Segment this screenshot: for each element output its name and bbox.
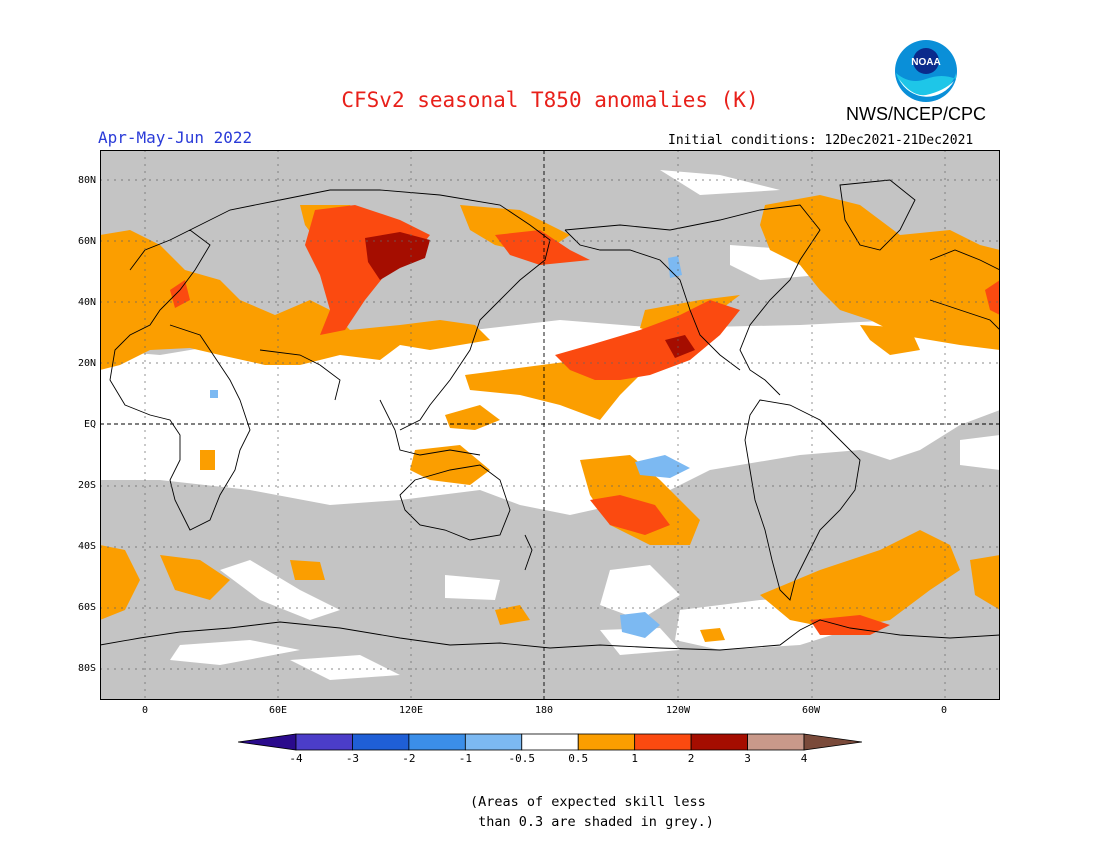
colorbar-swatch — [238, 733, 297, 751]
anomaly-2-3 — [365, 232, 695, 358]
colorbar-label: 2 — [687, 752, 695, 765]
colorbar-label: -3 — [345, 752, 360, 765]
colorbar — [238, 733, 862, 751]
anomaly-map — [100, 150, 1000, 700]
forecast-period: Apr-May-Jun 2022 — [98, 128, 253, 147]
lat-label: 80S — [77, 663, 96, 674]
lat-label: 80N — [77, 175, 96, 186]
lon-label: 120E — [398, 705, 424, 716]
colorbar-swatch — [634, 733, 692, 751]
white-regions — [100, 170, 1000, 680]
lat-label: 60N — [77, 236, 96, 247]
lon-label: 120W — [665, 705, 691, 716]
colorbar-label: -0.5 — [508, 752, 536, 765]
colorbar-swatch — [803, 733, 862, 751]
coastlines — [100, 179, 1000, 651]
colorbar-swatch — [295, 733, 353, 751]
noaa-logo-text: NOAA — [911, 57, 940, 68]
graticule — [100, 150, 1000, 700]
lon-label: 60W — [801, 705, 821, 716]
colorbar-label: 0.5 — [568, 752, 589, 765]
lon-label: 60E — [268, 705, 288, 716]
colorbar-label: -2 — [402, 752, 416, 765]
colorbar-label: 1 — [631, 752, 638, 765]
lat-label: 20S — [77, 480, 96, 491]
anomaly-negative — [210, 256, 690, 638]
colorbar-label: 4 — [800, 752, 808, 765]
colorbar-swatch — [464, 733, 523, 751]
colorbar-label: -4 — [289, 752, 303, 765]
lon-label: 0 — [940, 705, 948, 716]
colorbar-swatch — [408, 733, 466, 751]
colorbar-swatch — [690, 733, 748, 751]
lat-label: 40S — [77, 541, 96, 552]
agency-label: NWS/NCEP/CPC — [846, 104, 987, 124]
colorbar-label: 3 — [744, 752, 751, 765]
colorbar-swatch — [747, 733, 805, 751]
lon-label: 180 — [534, 705, 554, 716]
colorbar-swatch — [352, 733, 410, 751]
lat-label: 40N — [77, 297, 96, 308]
lat-label: EQ — [83, 419, 96, 430]
skill-note: (Areas of expected skill less than 0.3 a… — [470, 794, 714, 830]
colorbar-swatch — [521, 733, 579, 751]
lat-label: 60S — [77, 602, 96, 613]
colorbar-swatch — [577, 733, 636, 751]
initial-conditions: Initial conditions: 12Dec2021-21Dec2021 — [668, 133, 974, 148]
lat-label: 20N — [77, 358, 96, 369]
equator-dateline — [100, 150, 1000, 700]
map-title: CFSv2 seasonal T850 anomalies (K) — [341, 88, 759, 112]
noaa-logo: NOAA — [894, 39, 958, 107]
colorbar-label: -1 — [458, 752, 472, 765]
lon-label: 0 — [141, 705, 149, 716]
